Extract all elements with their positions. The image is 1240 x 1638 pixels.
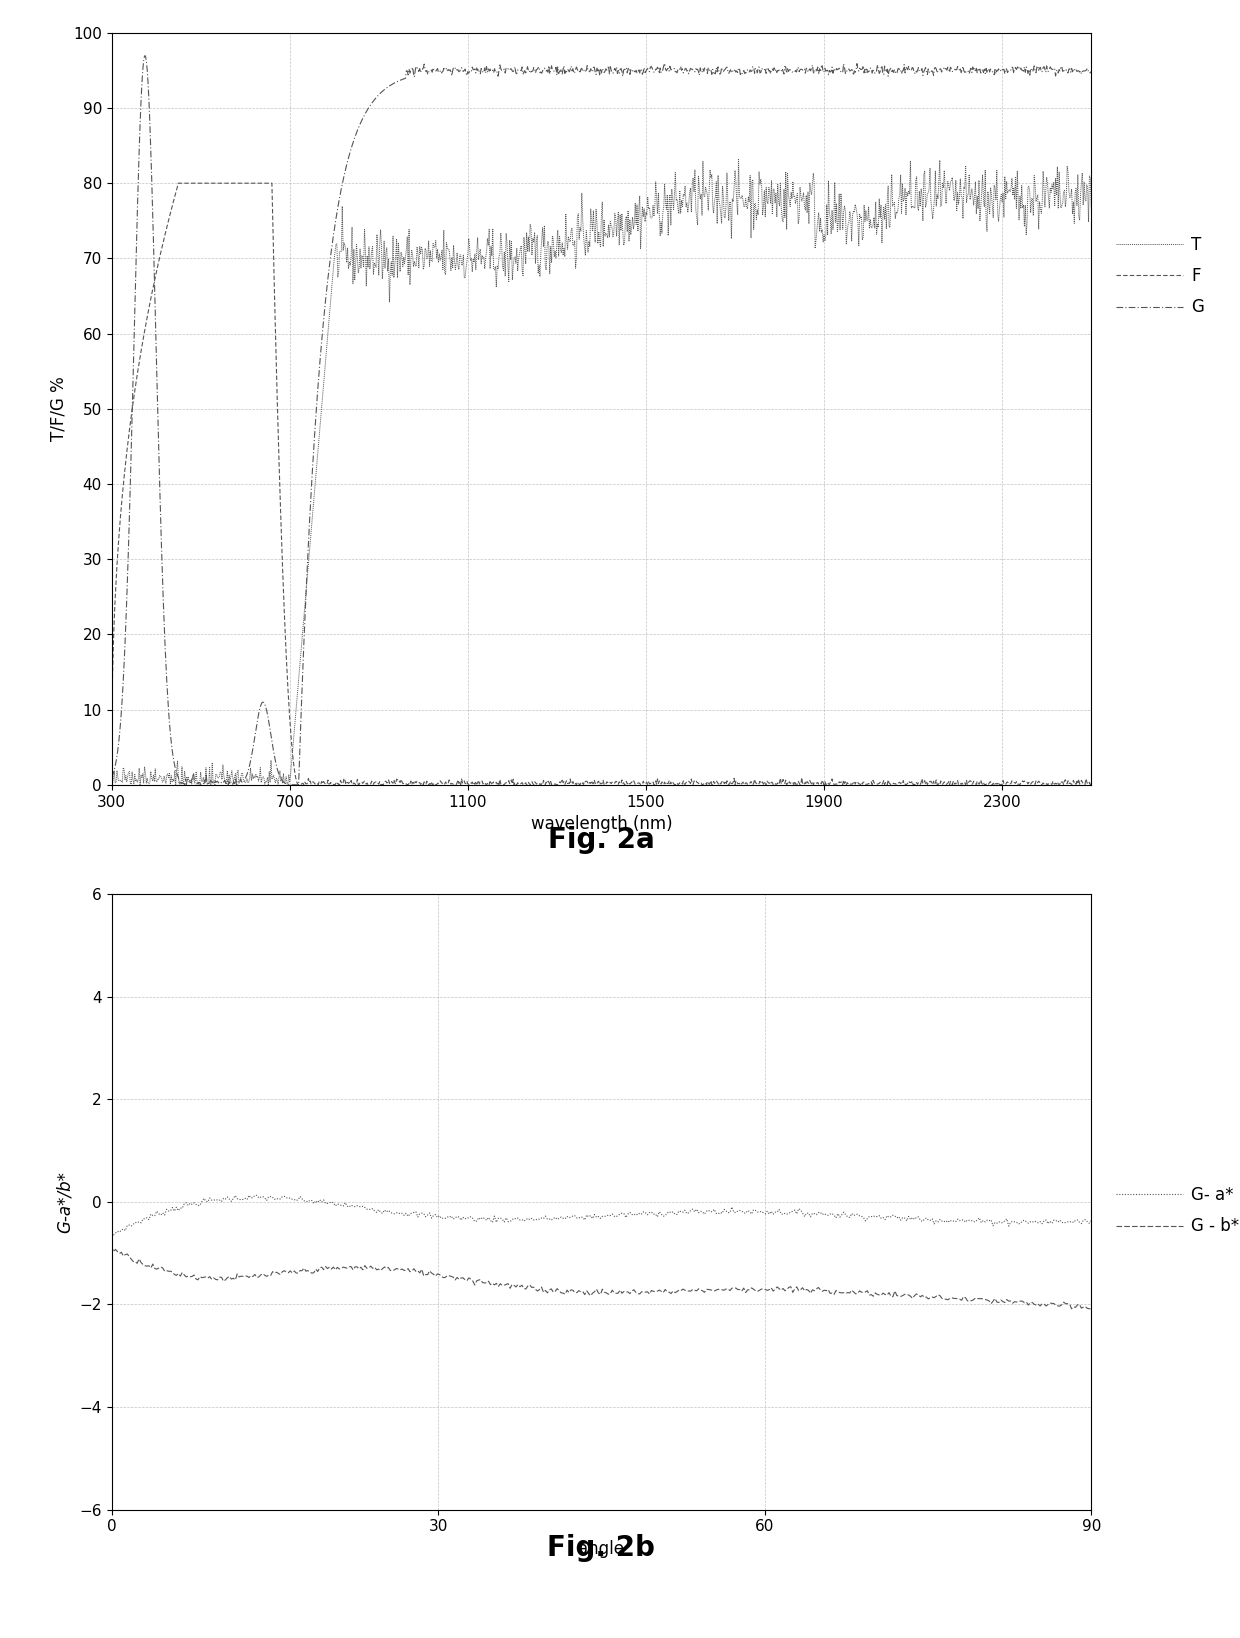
G- a* <box>639 1204 653 1224</box>
G - b* <box>634 1283 649 1302</box>
X-axis label: wavelength (nm): wavelength (nm) <box>531 816 672 834</box>
G - b* <box>575 1283 590 1302</box>
Line: G: G <box>112 56 1091 785</box>
G- a* <box>107 1225 122 1245</box>
G - b* <box>1060 1294 1075 1314</box>
F <box>847 771 862 791</box>
F <box>768 773 782 793</box>
F <box>425 775 440 794</box>
F <box>393 773 408 793</box>
T <box>848 195 863 215</box>
Line: T: T <box>112 159 1091 785</box>
T <box>191 775 206 794</box>
G - b* <box>908 1286 923 1305</box>
G- a* <box>579 1206 594 1225</box>
T <box>104 770 119 790</box>
G - b* <box>569 1283 584 1302</box>
F <box>759 775 774 794</box>
X-axis label: angle: angle <box>578 1540 625 1558</box>
G- a* <box>911 1207 926 1227</box>
G - b* <box>104 1235 119 1255</box>
Y-axis label: G-a*/b*: G-a*/b* <box>56 1171 74 1233</box>
Legend: T, F, G: T, F, G <box>1110 229 1210 323</box>
G <box>760 59 775 79</box>
Y-axis label: T/F/G %: T/F/G % <box>50 377 67 441</box>
G - b* <box>687 1281 702 1301</box>
Text: Fig. 2b: Fig. 2b <box>548 1533 655 1561</box>
T <box>769 183 784 203</box>
G <box>427 61 441 80</box>
G <box>1084 62 1099 82</box>
G <box>848 62 863 82</box>
F <box>171 174 186 193</box>
G <box>138 46 153 66</box>
T <box>393 262 408 282</box>
G <box>393 70 408 90</box>
F <box>1084 775 1099 794</box>
G - b* <box>1084 1299 1099 1319</box>
T <box>1084 198 1099 218</box>
Text: Fig. 2a: Fig. 2a <box>548 826 655 853</box>
G- a* <box>573 1207 588 1227</box>
Line: G - b*: G - b* <box>112 1245 1091 1309</box>
T <box>732 149 746 169</box>
G <box>769 59 784 79</box>
T <box>760 192 775 211</box>
Line: G- a*: G- a* <box>112 1196 1091 1235</box>
T <box>500 233 515 252</box>
G- a* <box>691 1202 706 1222</box>
G- a* <box>1084 1210 1099 1230</box>
G- a* <box>104 1222 119 1242</box>
G- a* <box>249 1186 264 1206</box>
Line: F: F <box>112 183 1091 785</box>
G <box>291 775 306 794</box>
G- a* <box>1064 1212 1079 1232</box>
G <box>104 768 119 788</box>
T <box>425 234 440 254</box>
Legend: G- a*, G - b*: G- a*, G - b* <box>1110 1179 1240 1242</box>
F <box>500 773 515 793</box>
G <box>501 59 516 79</box>
F <box>104 775 119 794</box>
